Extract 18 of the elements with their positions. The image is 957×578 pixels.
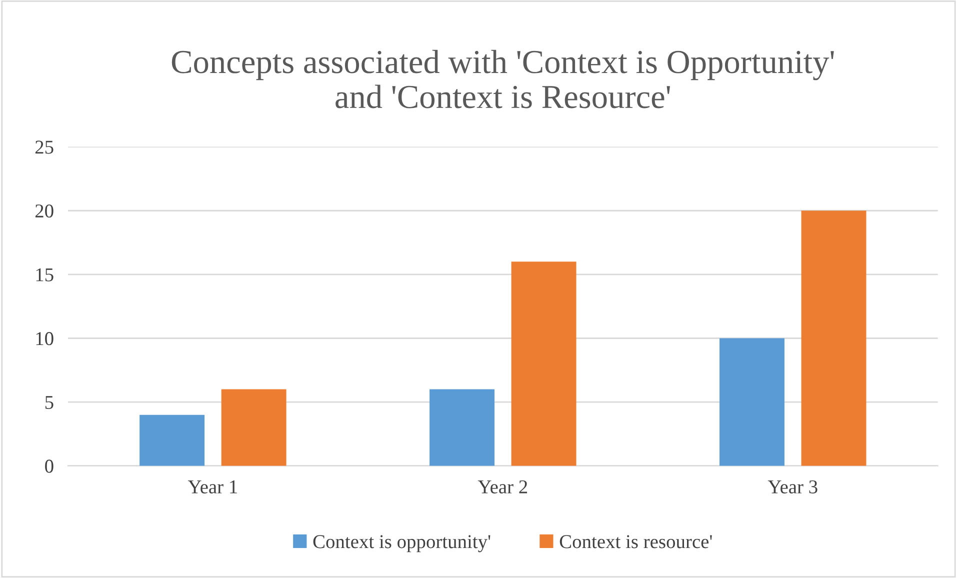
legend-label: Context is resource' [560, 535, 712, 548]
bar [801, 210, 866, 466]
x-tick-label: Year 2 [478, 480, 528, 494]
y-tick-label: 20 [35, 204, 54, 218]
bar [720, 338, 784, 466]
bar [221, 389, 286, 466]
y-tick-label: 10 [36, 332, 54, 346]
x-tick-label: Year 3 [768, 480, 818, 494]
chart-title: Concepts associated with 'Context is Opportunity' and 'Context is Resource' [172, 50, 834, 108]
y-tick-label: 0 [45, 460, 54, 473]
bar [140, 414, 205, 466]
bar [511, 262, 576, 466]
y-tick-label: 25 [35, 140, 54, 154]
legend-label: Context is opportunity' [313, 535, 490, 552]
y-tick-label: 15 [36, 268, 54, 282]
x-tick-label: Year 1 [188, 480, 237, 494]
bar [430, 389, 494, 466]
y-tick-label: 5 [45, 396, 54, 409]
